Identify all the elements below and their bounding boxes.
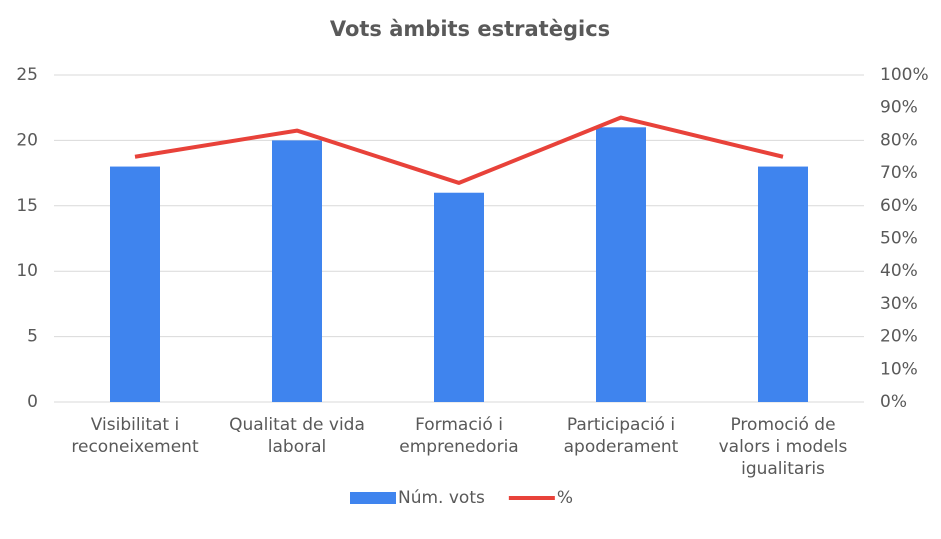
y-tick-label: 20 xyxy=(16,130,38,150)
bar xyxy=(110,166,160,402)
y-tick-label: 25 xyxy=(16,65,38,85)
chart-title: Vots àmbits estratègics xyxy=(330,17,610,41)
y2-tick-label: 10% xyxy=(880,359,918,379)
y-tick-label: 0 xyxy=(27,392,38,412)
y2-tick-label: 100% xyxy=(880,65,929,85)
y2-tick-label: 80% xyxy=(880,130,918,150)
x-tick-label: Qualitat de vida laboral xyxy=(229,415,365,457)
y2-tick-label: 90% xyxy=(880,98,918,118)
y-tick-label: 5 xyxy=(27,327,38,347)
y2-tick-label: 20% xyxy=(880,327,918,347)
y-tick-label: 10 xyxy=(16,261,38,281)
x-tick-label: Formació i emprenedoria xyxy=(399,415,519,457)
y-tick-label: 15 xyxy=(16,196,38,216)
bar xyxy=(596,127,646,402)
legend-label: Núm. vots xyxy=(398,488,485,508)
bar xyxy=(434,192,484,402)
y2-tick-label: 40% xyxy=(880,261,918,281)
y2-tick-label: 30% xyxy=(880,294,918,314)
legend-label: % xyxy=(557,488,573,508)
x-tick-label: Participació i apoderament xyxy=(563,415,679,457)
x-tick-label: Visibilitat i reconeixement xyxy=(71,415,199,457)
line xyxy=(134,115,784,185)
legend-swatch xyxy=(350,492,396,504)
x-tick-label: Promoció de valors i models igualitaris xyxy=(718,415,848,479)
y2-tick-label: 0% xyxy=(880,392,907,412)
y2-tick-label: 70% xyxy=(880,163,918,183)
y2-tick-label: 50% xyxy=(880,229,918,249)
bar xyxy=(758,166,808,402)
bar xyxy=(272,140,322,402)
y2-tick-label: 60% xyxy=(880,196,918,216)
